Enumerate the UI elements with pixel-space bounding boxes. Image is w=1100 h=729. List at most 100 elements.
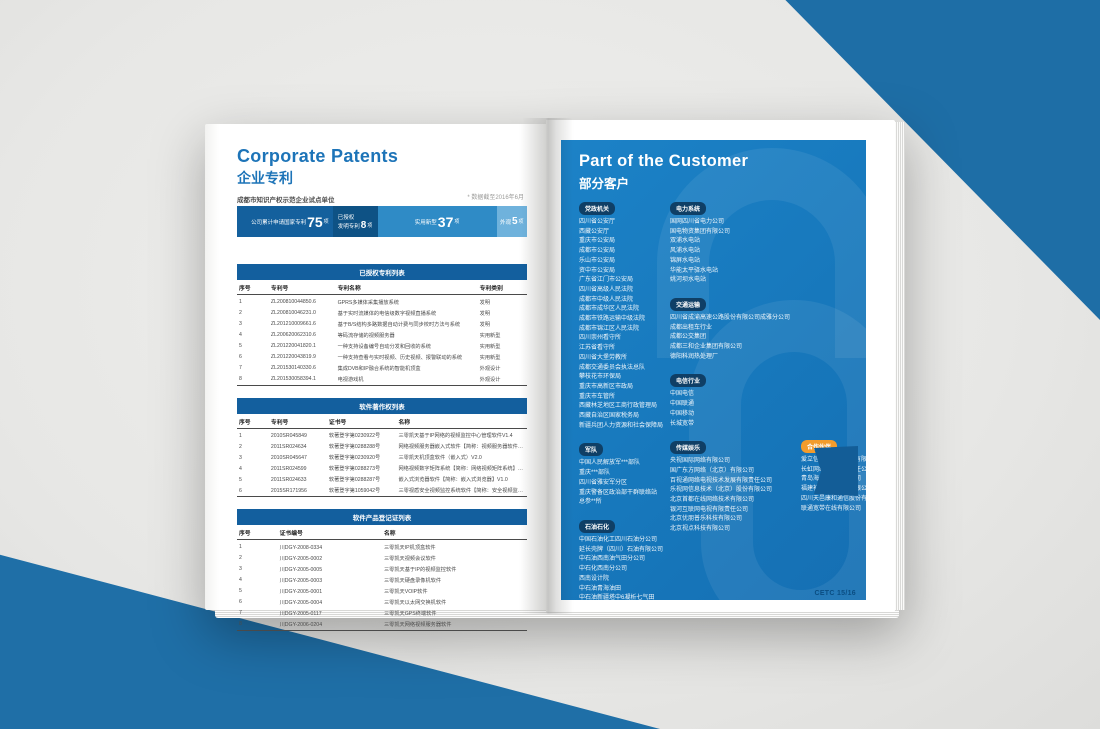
table-cell: 电视游戏机 [337, 376, 364, 383]
table-row: 2 川DGY-2005-0002 三零凯天视频会议软件 [237, 553, 527, 564]
table-row: 5 川DGY-2005-0001 三零凯天VOIP软件 [237, 586, 527, 597]
customer-group: 传媒娱乐 央视国际网络有限公司 国广东方网络（北京）有限公司 百视通网络电视技术发展有… [670, 437, 788, 535]
table-cell: 3 [239, 454, 242, 461]
customer-item: 华能太平驿水电站 [670, 267, 719, 274]
stats-segment: 外观 5 项 [496, 206, 527, 237]
table-row: 4 川DGY-2005-0003 三零凯天硬盘录像机软件 [237, 575, 527, 586]
magazine-spread: Corporate Patents 企业专利 成都市知识产权示范企业试点单位 *… [205, 118, 905, 630]
customer-item: 北京优朋普乐科技有限公司 [670, 516, 743, 523]
table-header-cell: 序号 [237, 413, 269, 429]
customer-item: 广东省江门市公安局 [579, 277, 634, 284]
table-cell: 实用新型 [479, 343, 501, 350]
table-header-cell: 专利类别 [477, 280, 527, 295]
stats-value: 8 [360, 219, 367, 231]
table-cell: 外观设计 [479, 376, 501, 383]
customer-item: 成都市铁路运输中级法院 [579, 316, 646, 323]
table-cell: 川DGY-2005-0001 [279, 588, 323, 595]
table-cell: 一种支持查看与实时视频、历史视频、报警联动的系统 [337, 354, 463, 361]
table-row: 1 ZL200810044850.6 GPRS多媒体采集播放系统 发明 [237, 295, 527, 308]
table-title: 软件产品登记证列表 [237, 509, 527, 525]
customer-item: 银河互联网电视有限责任公司 [670, 506, 749, 513]
table-cell: 三零凯天IP机顶盒软件 [383, 544, 436, 551]
customer-item: 总参**所 [579, 499, 602, 506]
customer-item: 资中市公安局 [579, 267, 616, 274]
table-cell: 实用新型 [479, 332, 501, 339]
table-cell: 川DGY-2008-0334 [279, 544, 323, 551]
table-cell: 一种支持设备编号自动分发和回收的系统 [337, 343, 431, 350]
stats-unit: 项 [323, 219, 329, 225]
table-row: 4 2011SR024599 软著登字第0288273号 网络视频数字矩阵系统【简称：… [237, 463, 527, 474]
table-cell: 基于B/S结构多路数据自动计费与同步校时方法与系统 [337, 321, 461, 328]
table-cell: 软著登字第0288288号 [328, 444, 381, 450]
table-cell: 三零凯天视频会议软件 [383, 555, 436, 562]
fold-ribbon [814, 446, 858, 496]
table-row: 1 川DGY-2008-0334 三零凯天IP机顶盒软件 [237, 540, 527, 553]
table-cell: 4 [239, 332, 242, 338]
table-cell: 软著登字第1059042号 [328, 488, 381, 494]
table-cell: 三零凯天以太网交换机软件 [383, 599, 447, 606]
table-row: 3 川DGY-2005-0005 三零凯天基于IP的视频监控软件 [237, 564, 527, 575]
table-row: 1 2010SR045849 软著登字第0230922号 三零凯天基于IP网络的视频监… [237, 428, 527, 441]
customer-item: 重庆***部队 [579, 470, 611, 477]
stats-value: 75 [307, 213, 323, 230]
stats-value: 5 [511, 215, 518, 227]
table-cell: 三零凯天VOIP软件 [383, 588, 428, 595]
table-cell: 三零凯天网络视频服务器软件 [383, 621, 452, 628]
table-header-cell: 专利名称 [335, 280, 478, 295]
table-cell: 川DGY-2005-0003 [279, 577, 323, 584]
patent-stats-bar: 公司累计申请国家专利 75 项已授权 发明专利 8 项实用新型 37 项外观 5 项 [237, 206, 527, 237]
customer-item: 北京视点科技有限公司 [670, 526, 731, 533]
customer-group: 军队 中国人民解放军***部队 重庆***部队 四川省雅安军分区 重庆警备区政治部干群联… [579, 439, 675, 508]
table-cell: 三零凯天基于IP网络的视频监控中心管理软件V1.4 [398, 433, 513, 439]
customer-column: 电力系统 国网四川省电力公司 国电物资集团有限公司 双浦水电站 风浦水电站 锦屏水电站 华能… [670, 198, 790, 543]
customer-item: 西藏自治区国家税务局 [579, 413, 640, 420]
customer-item: 北京首都在线网络技术有限公司 [670, 497, 755, 504]
patent-table: 软件产品登记证列表 序号 证书编号 名称 1 川DGY-2008-0334 三零凯天IP机顶… [237, 509, 527, 631]
page-stack-right-edge [893, 122, 905, 610]
table-cell: ZL200620062310.6 [270, 332, 316, 338]
table-cell: 川DGY-2005-0004 [279, 599, 323, 606]
customer-item: 成都交通委员会执法总队 [579, 364, 646, 371]
group-badge: 交通运输 [670, 297, 707, 311]
stats-unit: 项 [454, 219, 460, 225]
left-page-title-cn: 企业专利 [237, 170, 293, 186]
table-cell: 网络视频服务器嵌入式软件【简称：视频服务器软件】V1.0 [398, 444, 527, 450]
page-stack-bottom-edge [215, 607, 899, 618]
right-page: Part of the Customer 部分客户 党政机关 四川省公安厅 西藏公安… [546, 120, 895, 612]
table-cell: 3 [239, 321, 242, 327]
table-cell: 2010SR045647 [270, 454, 307, 461]
customer-item: 西藏公安厅 [579, 228, 610, 235]
table-row: 6 ZL201220043819.9 一种支持查看与实时视频、历史视频、报警联动的系… [237, 352, 527, 363]
table-cell: 7 [239, 610, 242, 616]
customer-item: 成都市中级人民法院 [579, 296, 634, 303]
customer-item: 四川崇州看守所 [579, 335, 622, 342]
table-header-cell: 证书号 [326, 413, 397, 429]
customer-item: 中石油新疆塔中6凝析七气田 [579, 595, 655, 600]
customer-item: 重庆市高新区市政局 [579, 383, 634, 390]
patent-table: 软件著作权列表 序号 专利号 证书号 名称 1 2010SR045849 软著登字第02309… [237, 397, 527, 498]
table-cell: 2010SR045849 [270, 432, 307, 439]
table-cell: 5 [239, 476, 242, 483]
customer-group: 交通运输 四川省成渝高速公路股份有限公司成雅分公司 成都出租车行业 成都公交集团 成都三… [670, 294, 790, 363]
table-cell: 三零凯天硬盘录像机软件 [383, 577, 442, 584]
table-cell: 发明 [479, 310, 491, 317]
table-cell: 6 [239, 599, 242, 605]
table-cell: 软著登字第0288287号 [328, 477, 381, 483]
customer-item: 德阳科润热处理厂 [670, 353, 719, 360]
table-header-row: 序号 专利号 证书号 名称 [237, 413, 527, 429]
customer-item: 风浦水电站 [670, 248, 701, 255]
customer-item: 新疆兵团人力资源和社会保障局 [579, 422, 664, 429]
customer-item: 乐视网信息技术（北京）股份有限公司 [670, 487, 773, 494]
table-row: 3 2010SR045647 软著登字第0230920号 三零凯天机顶盒软件（嵌入式）… [237, 452, 527, 463]
table-header-cell: 专利号 [268, 413, 327, 429]
customer-item: 国电物资集团有限公司 [670, 228, 731, 235]
customer-item: 西藏林芝地区工商行政管理局 [579, 403, 658, 410]
table-cell: 川DGY-2005-0002 [279, 555, 323, 562]
stats-label: 外观 [499, 219, 511, 226]
left-page-subtitle: 成都市知识产权示范企业试点单位 [237, 197, 335, 204]
table-cell: 4 [239, 577, 242, 583]
customer-item: 成都三和企业集团有限公司 [670, 344, 743, 351]
table: 序号 专利号 证书号 名称 1 2010SR045849 软著登字第0230922号 三零凯天… [237, 413, 527, 498]
page-footer: CETC 15/16 [814, 590, 856, 597]
